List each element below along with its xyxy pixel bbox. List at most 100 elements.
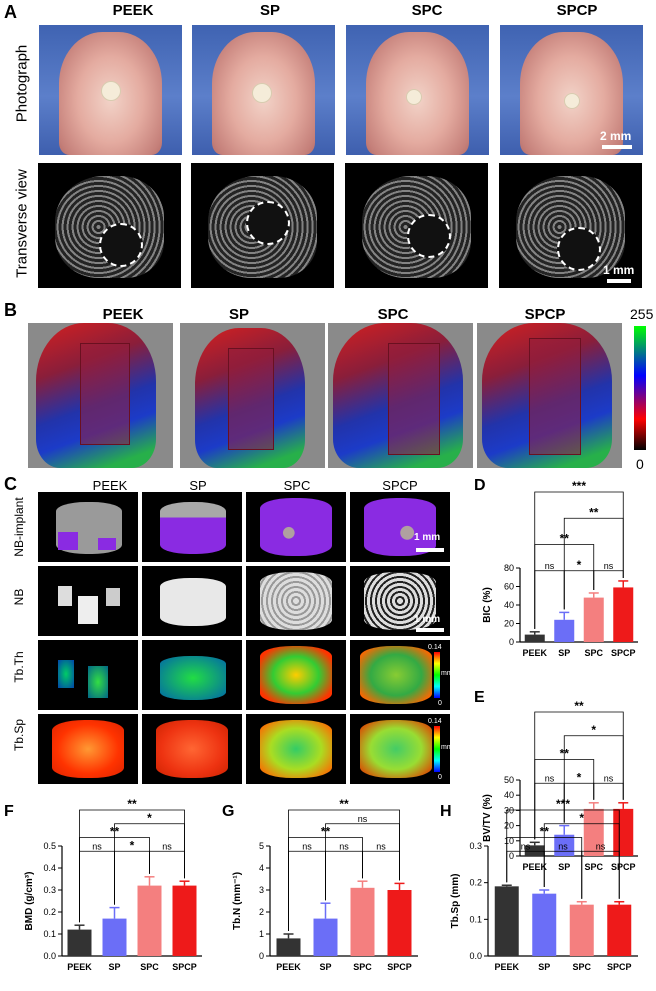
chart-d-panel-letter: D (474, 477, 486, 494)
chart-h-sig-bracket (543, 850, 583, 899)
chart-e-sig-label: ns (545, 773, 555, 783)
chart-d-bar-spc (583, 597, 604, 642)
chart-h-bar-spc (569, 904, 594, 956)
chart-d-bar-spcp (613, 587, 634, 642)
chart-f-bar-spcp (172, 885, 197, 956)
panel-b-col-peek: PEEK (102, 306, 144, 323)
chart-f-sig-bracket (79, 809, 185, 923)
chart-e-sig-label: ** (560, 747, 570, 761)
colorbar-b-min: 0 (636, 456, 644, 472)
colorbar-tbsp (434, 726, 440, 772)
chart-e-sig-bracket (563, 735, 624, 823)
chart-h-sig-label: ns (596, 841, 606, 851)
chart-f-x-tick-label: PEEK (67, 962, 92, 972)
chart-g-y-tick-label: 0 (259, 951, 264, 961)
panel-c-col-peek: PEEK (92, 478, 128, 493)
mct-tbsp-peek (38, 714, 138, 784)
chart-d-y-tick-label: 20 (504, 619, 514, 629)
chart-d-sig-bracket (563, 517, 624, 610)
chart-g-sig-label: ns (302, 841, 312, 851)
panel-b-label: B (4, 300, 17, 320)
panel-a-col-spc: SPC (411, 2, 443, 19)
panel-a-label: A (4, 2, 17, 22)
photo-peek (38, 24, 183, 156)
colorbar-tbth (434, 652, 440, 698)
chart-f-y-tick-label: 0.3 (43, 885, 56, 895)
chart-f-x-tick-label: SP (108, 962, 120, 972)
chart-h-x-tick-label: PEEK (494, 962, 519, 972)
chart-e-x-tick-label: PEEK (522, 862, 547, 872)
mct-nb-sp (142, 566, 242, 636)
chart-h-sig-bracket (506, 809, 620, 899)
density-map-spc (328, 323, 473, 468)
chart-f-sig-bracket (79, 850, 115, 923)
chart-d-y-label: BIC (%) (482, 587, 493, 623)
chart-d-sig-label: ns (545, 561, 555, 571)
chart-d-bar-peek (524, 634, 545, 642)
mct-tbsp-spc (246, 714, 346, 784)
mct-tbth-spcp: 0.14 mm 0 (350, 640, 450, 710)
scale-bar-c2 (416, 628, 444, 632)
chart-g-bar-peek (276, 938, 301, 956)
chart-h-x-tick-label: SP (538, 962, 550, 972)
chart-f-sig-label: ** (110, 825, 120, 839)
chart-h-y-tick-label: 0.1 (469, 914, 482, 924)
panel-c-row-nb: NB (12, 588, 26, 606)
chart-g-bar-spc (350, 887, 375, 956)
ct-sp (191, 163, 334, 288)
colorbar-tbth-unit: mm (441, 670, 450, 677)
mct-tbsp-spcp: 0.14 mm 0 (350, 714, 450, 784)
chart-e-y-tick-label: 20 (504, 821, 514, 831)
scale-bar-photo (602, 145, 632, 149)
chart-h-sig-bracket (506, 850, 545, 887)
chart-e-x-tick-label: SPCP (611, 862, 636, 872)
mct-nb-implant-peek (38, 492, 138, 562)
panel-c-row-tbth: Tb.Th (12, 651, 26, 683)
chart-d-x-tick-label: SPCP (611, 648, 636, 658)
chart-e-y-label: BV/TV (%) (482, 794, 493, 842)
chart-e-sig-bracket (593, 782, 624, 800)
panel-b-col-spc: SPC (377, 306, 409, 323)
panel-a-row-photograph: Photograph (13, 44, 31, 123)
chart-g-bar-spcp (387, 890, 412, 956)
panel-a-col-spcp: SPCP (556, 2, 598, 19)
chart-d-sig-bracket (593, 570, 624, 590)
density-map-spcp (477, 323, 622, 468)
chart-e-bar-sp (554, 834, 575, 856)
colorbar-tbsp-unit: mm (441, 744, 450, 751)
chart-e-bar-peek (524, 845, 545, 856)
chart-f-sig-bracket (149, 850, 185, 879)
panel-b-col-spcp: SPCP (524, 306, 566, 323)
chart-e-y-tick-label: 0 (509, 851, 514, 861)
chart-d-y-tick-label: 60 (504, 582, 514, 592)
chart-g-sig-label: ** (339, 797, 349, 811)
chart-d-y-tick-label: 0 (509, 637, 514, 647)
chart-f-bar-sp (102, 918, 127, 956)
chart-g-y-tick-label: 1 (259, 929, 264, 939)
chart-f-y-tick-label: 0.0 (43, 951, 56, 961)
chart-g-x-tick-label: SPCP (387, 962, 412, 972)
chart-g-x-tick-label: SP (319, 962, 331, 972)
chart-e-sig-label: ** (574, 699, 584, 713)
mct-tbth-spc (246, 640, 346, 710)
mct-nb-implant-sp (142, 492, 242, 562)
chart-d-sig-label: ns (604, 561, 614, 571)
chart-d-sig-label: * (577, 558, 582, 572)
chart-g-y-label: Tb.N (mm⁻¹) (232, 872, 243, 930)
density-map-peek (28, 323, 173, 468)
colorbar-tbsp-bottom: 0 (438, 774, 442, 781)
chart-g-y-tick-label: 3 (259, 885, 264, 895)
chart-f-sig-label: ** (127, 797, 137, 811)
chart-f-x-tick-label: SPCP (172, 962, 197, 972)
chart-g: G 0 1 2 3 4 5 Tb.N (mm⁻¹) PEEK SP SPC SPCP ** ns ** ns n… (222, 797, 418, 972)
chart-g-sig-bracket (288, 809, 400, 931)
chart-d-x-tick-label: PEEK (522, 648, 547, 658)
colorbar-tbth-bottom: 0 (438, 700, 442, 707)
chart-e-sig-label: ns (604, 773, 614, 783)
panel-b-col-sp: SP (228, 306, 249, 323)
chart-e-y-tick-label: 50 (504, 775, 514, 785)
chart-h-sig-label: * (579, 811, 584, 825)
chart-h-panel-letter: H (440, 803, 452, 820)
scale-bar-ct (607, 279, 631, 283)
chart-f-sig-label: * (147, 811, 152, 825)
